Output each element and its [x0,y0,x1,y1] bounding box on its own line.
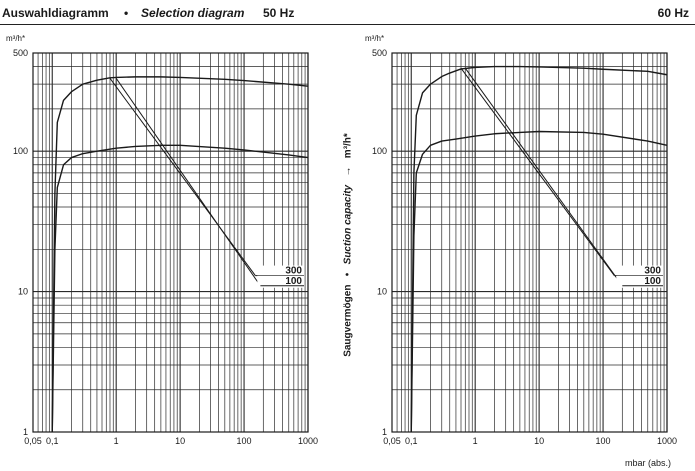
y-tick-label: 10 [18,287,28,297]
x-tick-label: 0,1 [405,436,418,446]
axis-label-separator: • [342,272,354,277]
legend-label-background [616,275,663,288]
legend-label-background [257,265,304,278]
axis-label-unit: m³/h* [342,133,354,159]
series-line-300 [410,65,668,433]
legend-label-background [257,275,304,288]
x-tick-label: 0,05 [383,436,401,446]
y-tick-label: 100 [13,146,28,156]
selection-line-2 [464,67,623,287]
y-tick-label: 500 [372,48,387,58]
title-english: Selection diagram [141,6,245,20]
axis-label-english: Suction capacity [342,184,354,265]
chart-header: Auswahldiagramm • Selection diagram 50 H… [0,0,695,24]
x-tick-label: 1 [114,436,119,446]
x-tick-label: 1000 [657,436,677,446]
suction-capacity-axis-label: Saugvermögen • Suction capacity → m³/h* [336,120,360,370]
legend-label-100: 100 [644,276,661,287]
frequency-50hz-label: 50 Hz [263,6,295,20]
selection-line-1 [460,67,615,276]
series-line-100 [410,130,668,433]
x-tick-label: 100 [596,436,611,446]
chart-panel-60hz: 0,05 0,1 1 10 100 1000 1 10 100 500 m³/h* mbar (abs… [365,34,677,468]
y-tick-label: 100 [372,146,387,156]
series-line-100 [51,144,309,433]
selection-line-1 [109,78,256,276]
y-tick-label: 10 [377,287,387,297]
y-tick-label: 1 [23,427,28,437]
y-tick-label: 500 [13,48,28,58]
x-tick-label: 1000 [298,436,318,446]
header-rule [0,24,695,25]
x-tick-label: 0,1 [46,436,59,446]
y-axis-unit-label: m³/h* [6,34,25,43]
legend-label-100: 100 [285,276,302,287]
series-line-300 [51,76,309,433]
x-tick-label: 10 [534,436,544,446]
title-separator: • [124,6,129,20]
plot-frame [391,52,668,433]
axis-label-arrow: → [342,166,354,177]
frequency-60hz-label: 60 Hz [657,6,689,20]
title-german: Auswahldiagramm [2,6,109,20]
x-tick-label: 1 [473,436,478,446]
y-axis-unit-label: m³/h* [365,34,384,43]
legend-label-300: 300 [285,266,302,277]
legend-label-background [616,265,663,278]
plot-frame [32,52,309,433]
x-tick-label: 0,05 [24,436,42,446]
x-axis-label: mbar (abs.) [625,458,671,468]
y-tick-label: 1 [382,427,387,437]
legend-label-300: 300 [644,266,661,277]
x-tick-label: 100 [237,436,252,446]
axis-label-german: Saugvermögen [342,284,354,357]
x-tick-label: 10 [175,436,185,446]
selection-line-2 [115,78,261,287]
